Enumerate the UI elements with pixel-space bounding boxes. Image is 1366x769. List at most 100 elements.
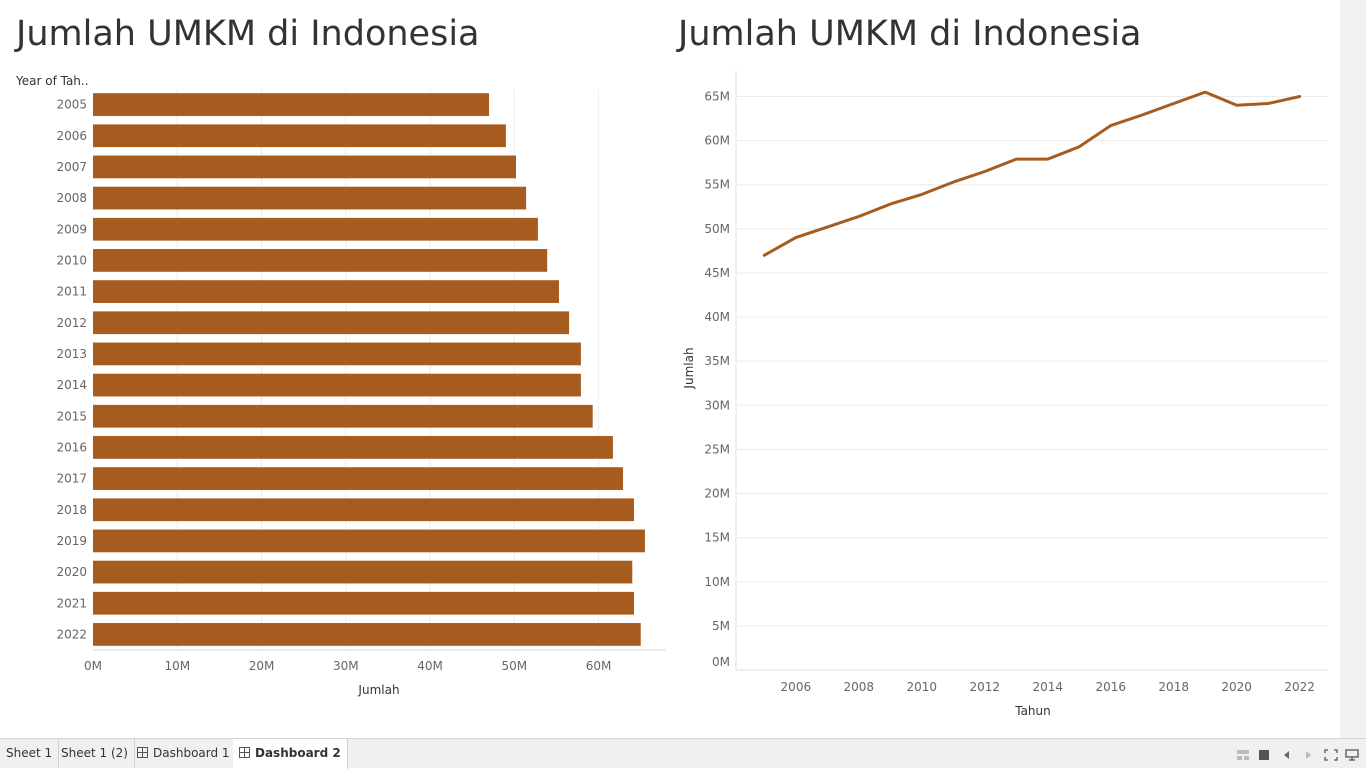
data-point (888, 202, 892, 206)
row-header-label: Year of Tah.. (15, 74, 89, 88)
category-label: 2007 (56, 160, 87, 174)
bar (93, 124, 506, 148)
y-tick-label: 55M (704, 178, 730, 192)
data-point (1046, 157, 1050, 161)
data-point (762, 253, 766, 257)
tab-label: Dashboard 1 (153, 746, 230, 760)
x-tick-label: 2018 (1158, 680, 1189, 694)
bar (93, 155, 517, 179)
view-filmstrip-icon[interactable] (1258, 749, 1270, 761)
bar (93, 623, 641, 646)
y-tick-label: 10M (704, 575, 730, 589)
category-label: 2018 (56, 503, 87, 517)
dashboard-grid-icon (137, 747, 148, 758)
tab-label: Dashboard 2 (255, 746, 341, 760)
x-tick-label: 60M (586, 659, 612, 673)
category-label: 2008 (56, 191, 87, 205)
view-thumbnails-icon[interactable] (1236, 749, 1250, 761)
bar (93, 591, 634, 615)
data-point (1235, 103, 1239, 107)
category-label: 2021 (56, 596, 87, 610)
y-tick-label: 25M (704, 442, 730, 456)
bar (93, 436, 613, 459)
data-point (920, 192, 924, 196)
bar (93, 529, 645, 553)
y-tick-label: 45M (704, 266, 730, 280)
vertical-scrollbar-strip[interactable] (1340, 0, 1366, 738)
presentation-mode-icon[interactable] (1345, 749, 1359, 761)
bar (93, 342, 581, 366)
data-point (1298, 94, 1302, 98)
y-tick-label: 40M (704, 310, 730, 324)
data-point (951, 180, 955, 184)
category-label: 2017 (56, 472, 87, 486)
x-tick-label: 0M (84, 659, 102, 673)
x-tick-label: 2012 (969, 680, 1000, 694)
x-tick-label: 2020 (1221, 680, 1252, 694)
category-label: 2022 (56, 627, 87, 641)
category-label: 2006 (56, 129, 87, 143)
bar (93, 560, 633, 584)
y-tick-label: 15M (704, 531, 730, 545)
x-tick-label: 50M (502, 659, 528, 673)
y-tick-label: 65M (704, 89, 730, 103)
x-tick-label: 2022 (1284, 680, 1315, 694)
category-label: 2005 (56, 98, 87, 112)
data-point (983, 169, 987, 173)
tab-dashboard-2[interactable]: Dashboard 2 (233, 739, 348, 769)
fullscreen-icon[interactable] (1324, 749, 1338, 761)
category-label: 2012 (56, 316, 87, 330)
category-label: 2013 (56, 347, 87, 361)
bar (93, 186, 527, 210)
next-sheet-icon[interactable] (1303, 749, 1313, 761)
y-tick-label: 50M (704, 222, 730, 236)
x-tick-label: 2016 (1095, 680, 1126, 694)
data-point (1172, 102, 1176, 106)
category-label: 2011 (56, 285, 87, 299)
bar (93, 311, 570, 335)
category-label: 2010 (56, 253, 87, 267)
y-tick-label: 0M (712, 655, 730, 669)
bar (93, 217, 538, 241)
bar (93, 498, 634, 522)
y-tick-label: 5M (712, 619, 730, 633)
bar (93, 373, 581, 397)
data-point (1077, 145, 1081, 149)
data-point (857, 214, 861, 218)
x-tick-label: 2010 (907, 680, 938, 694)
tab-label: Sheet 1 (6, 746, 53, 760)
x-axis-title: Tahun (1014, 704, 1051, 718)
bar-chart-panel: Jumlah UMKM di Indonesia 0M 10M 20M 30M 40M 5… (0, 0, 668, 738)
x-tick-label: 10M (164, 659, 190, 673)
bar (93, 404, 593, 428)
x-tick-label: 40M (417, 659, 443, 673)
x-tick-label: 2014 (1032, 680, 1063, 694)
x-tick-label: 20M (249, 659, 275, 673)
data-point (794, 236, 798, 240)
category-label: 2019 (56, 534, 87, 548)
data-point (1140, 113, 1144, 117)
data-point (1203, 90, 1207, 94)
y-axis-title: Jumlah (682, 347, 696, 389)
y-tick-label: 20M (704, 487, 730, 501)
bar (93, 467, 624, 490)
tab-sheet-1-2[interactable]: Sheet 1 (2) (55, 739, 135, 768)
bar (93, 249, 548, 272)
line-chart[interactable]: 0M 5M 10M 15M 20M 25M 30M 35M 40M 45M 50M 55M 60M 65M… (668, 0, 1340, 738)
data-point (1266, 102, 1270, 106)
y-tick-label: 60M (704, 134, 730, 148)
tab-label: Sheet 1 (2) (61, 746, 128, 760)
line-chart-panel: Jumlah UMKM di Indonesia 0M 5M 10M 15M 20M 25… (668, 0, 1340, 738)
data-point (1014, 157, 1018, 161)
data-point (1109, 124, 1113, 128)
bar-chart[interactable]: 0M 10M 20M 30M 40M 50M 60M Year of Tah.. 2005 200… (0, 0, 668, 738)
tab-sheet-1[interactable]: Sheet 1 (0, 739, 60, 768)
bar-chart-title: Jumlah UMKM di Indonesia (16, 14, 480, 54)
tab-dashboard-1[interactable]: Dashboard 1 (131, 739, 237, 768)
previous-sheet-icon[interactable] (1282, 749, 1292, 761)
x-tick-label: 30M (333, 659, 359, 673)
category-label: 2014 (56, 378, 87, 392)
y-tick-label: 35M (704, 354, 730, 368)
dashboard-grid-icon (239, 747, 250, 758)
category-label: 2016 (56, 440, 87, 454)
